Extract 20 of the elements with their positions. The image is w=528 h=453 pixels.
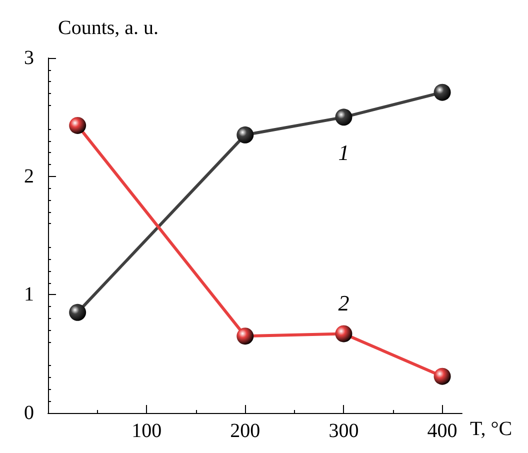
x-axis-title: T, °C xyxy=(470,418,512,440)
y-tick-label: 0 xyxy=(24,402,34,424)
y-tick-label: 1 xyxy=(24,284,34,306)
y-tick-label: 3 xyxy=(24,47,34,69)
point xyxy=(236,126,254,144)
x-tick-label: 200 xyxy=(230,420,260,442)
x-tick-label: 400 xyxy=(427,420,458,442)
series-label: 2 xyxy=(338,290,350,316)
point xyxy=(434,84,451,101)
x-tick-label: 300 xyxy=(328,420,359,442)
point xyxy=(69,304,86,321)
series-label: 1 xyxy=(338,140,350,166)
y-tick-label: 2 xyxy=(24,165,34,188)
y-axis-title: Counts, a. u. xyxy=(58,17,159,39)
x-tick-label: 100 xyxy=(132,420,162,442)
point xyxy=(434,368,451,385)
point xyxy=(335,325,352,342)
point xyxy=(236,328,254,345)
point xyxy=(69,116,86,134)
point xyxy=(335,108,352,126)
